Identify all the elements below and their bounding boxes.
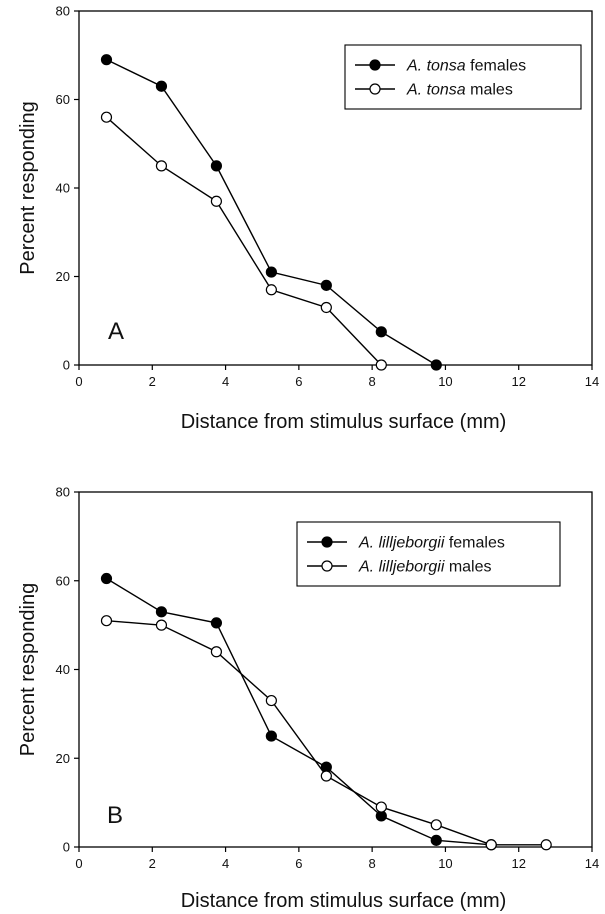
panel-label: A — [108, 318, 124, 345]
y-tick-label: 40 — [56, 662, 70, 677]
data-point-male — [265, 284, 277, 296]
x-tick-label: 6 — [295, 856, 302, 871]
series-line-females — [106, 577, 492, 846]
y-axis-label: Percent responding — [17, 101, 39, 274]
data-point-male — [100, 111, 113, 123]
chart-panel-a: 0 2 4 6 8 10 12 14 0 20 40 60 80 Distance from stimul… — [17, 4, 599, 434]
legend-marker — [369, 59, 381, 71]
legend-species: A. lilljeborgii — [358, 559, 445, 576]
legend-marker — [321, 560, 333, 572]
data-point-female — [155, 80, 168, 92]
y-tick-label: 80 — [56, 4, 70, 19]
chart-panel-b: 0 2 4 6 8 10 12 14 0 20 40 60 80 Distance from stimul… — [17, 485, 599, 913]
data-point-male — [210, 195, 223, 207]
x-tick-label: 14 — [585, 374, 599, 389]
legend-entry: A. lilljeborgii males — [358, 559, 492, 576]
x-tick-label: 2 — [149, 856, 156, 871]
y-tick-label: 60 — [56, 573, 70, 588]
x-tick-label: 10 — [438, 374, 452, 389]
x-tick-label: 8 — [369, 374, 376, 389]
data-point-female — [210, 617, 223, 629]
legend-sex: females — [444, 535, 504, 552]
series-line-males — [106, 619, 547, 846]
data-point-male — [320, 301, 332, 314]
data-point-female — [210, 160, 223, 172]
x-tick-label: 10 — [438, 856, 452, 871]
data-point-male — [100, 615, 113, 627]
y-tick-label: 20 — [56, 269, 70, 284]
data-point-male — [375, 801, 387, 813]
x-tick-label: 4 — [222, 374, 229, 389]
x-tick-label: 2 — [149, 374, 156, 389]
y-tick-label: 80 — [56, 485, 70, 500]
legend-entry: A. lilljeborgii females — [358, 535, 505, 552]
data-point-male — [540, 839, 552, 851]
x-tick-label: 14 — [585, 856, 599, 871]
y-tick-label: 20 — [56, 751, 70, 766]
data-point-male — [210, 646, 223, 658]
data-point-male — [265, 694, 277, 707]
x-tick-label: 4 — [222, 856, 229, 871]
x-tick-label: 6 — [295, 374, 302, 389]
data-point-female — [265, 266, 277, 278]
data-point-male — [430, 819, 442, 831]
x-tick-label: 12 — [511, 374, 525, 389]
legend-species: A. tonsa — [406, 58, 466, 75]
data-point-male — [485, 839, 497, 851]
data-point-female — [430, 359, 442, 371]
x-tick-label: 8 — [369, 856, 376, 871]
data-point-female — [100, 54, 113, 66]
x-tick-label: 12 — [511, 856, 525, 871]
legend-entry: A. tonsa females — [406, 58, 526, 75]
legend-box — [296, 521, 561, 587]
data-point-female — [430, 834, 442, 846]
legend-sex: males — [466, 82, 513, 99]
legend-sex: females — [466, 58, 526, 75]
x-tick-label: 0 — [75, 374, 82, 389]
x-tick-label: 0 — [75, 856, 82, 871]
data-point-female — [265, 730, 277, 742]
data-point-female — [320, 279, 332, 291]
y-tick-label: 0 — [63, 840, 70, 855]
x-axis-label: Distance from stimulus surface (mm) — [181, 411, 507, 433]
data-point-male — [155, 160, 168, 172]
y-tick-label: 0 — [63, 358, 70, 373]
data-point-male — [375, 359, 387, 371]
legend-box — [344, 44, 582, 110]
series-line-males — [106, 116, 382, 366]
panel-label: B — [107, 802, 123, 829]
data-point-female — [375, 326, 387, 338]
y-tick-label: 60 — [56, 92, 70, 107]
legend-marker — [369, 83, 381, 95]
legend-species: A. tonsa — [406, 82, 466, 99]
data-point-female — [155, 606, 168, 618]
data-point-female — [100, 572, 113, 585]
y-axis-label: Percent responding — [17, 583, 39, 756]
legend-marker — [321, 536, 333, 548]
y-tick-label: 40 — [56, 181, 70, 196]
legend-entry: A. tonsa males — [406, 82, 513, 99]
legend-species: A. lilljeborgii — [358, 535, 445, 552]
data-point-male — [155, 619, 168, 631]
x-axis-label: Distance from stimulus surface (mm) — [181, 890, 507, 912]
legend-sex: males — [444, 559, 491, 576]
data-point-male — [320, 770, 332, 782]
